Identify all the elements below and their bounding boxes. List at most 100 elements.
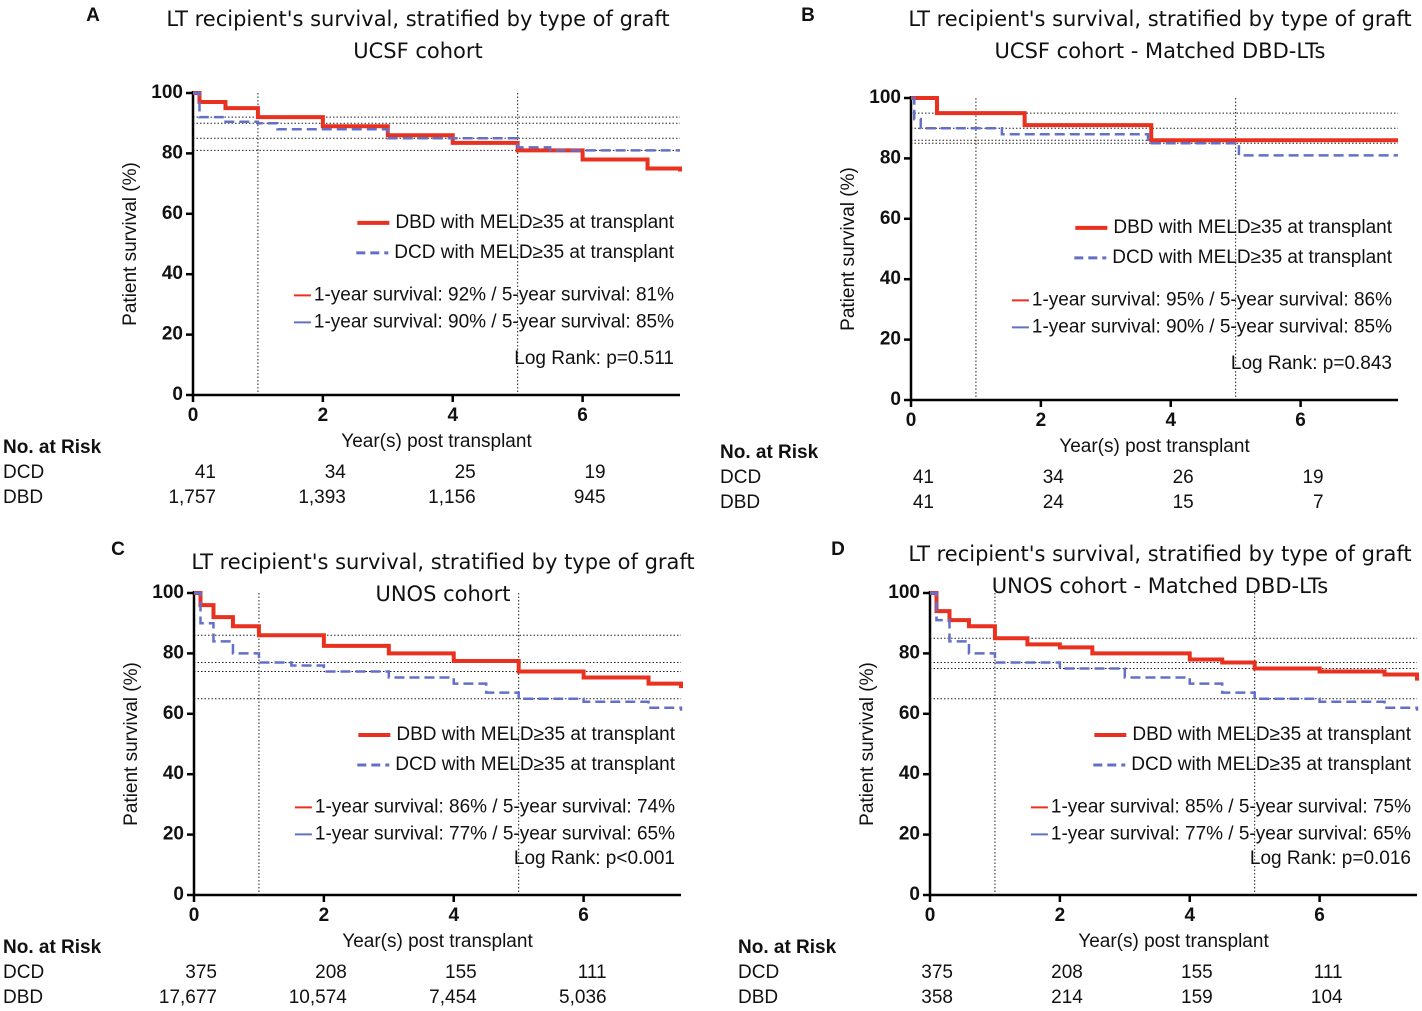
risk-count: 26 [1173, 467, 1194, 488]
panel-letter: C [111, 539, 125, 560]
y-tick-label: 0 [172, 384, 183, 405]
x-tick-label: 4 [1184, 905, 1195, 926]
survival-note: 1-year survival: 95% / 5-year survival: … [1032, 289, 1392, 310]
legend-entry: DCD with MELD≥35 at transplant [1131, 754, 1411, 775]
y-tick-label: 80 [163, 642, 184, 663]
x-tick-label: 6 [1295, 410, 1306, 431]
legend-entry: DBD with MELD≥35 at transplant [1113, 217, 1392, 238]
risk-count: 41 [195, 462, 216, 483]
y-tick-label: 60 [880, 208, 901, 229]
x-axis-label: Year(s) post transplant [1059, 436, 1250, 457]
risk-table-title: No. at Risk [738, 937, 837, 958]
x-tick-label: 0 [925, 905, 936, 926]
survival-note: 1-year survival: 90% / 5-year survival: … [1032, 316, 1392, 337]
risk-count: 5,036 [559, 987, 607, 1008]
y-tick-label: 0 [173, 884, 184, 905]
risk-count: 104 [1311, 987, 1343, 1008]
log-rank: Log Rank: p=0.016 [1250, 848, 1411, 869]
y-tick-label: 40 [163, 763, 184, 784]
chart-title: LT recipient's survival, stratified by t… [908, 7, 1411, 31]
risk-count: 10,574 [289, 987, 348, 1008]
risk-count: 17,677 [159, 987, 217, 1008]
y-tick-label: 40 [162, 263, 183, 284]
chart-title: LT recipient's survival, stratified by t… [908, 542, 1411, 566]
risk-count: 7 [1313, 492, 1324, 513]
risk-count: 375 [921, 962, 953, 983]
risk-count: 214 [1051, 987, 1083, 1008]
risk-count: 945 [574, 487, 606, 508]
y-tick-label: 20 [899, 824, 920, 845]
risk-count: 208 [315, 962, 347, 983]
y-tick-label: 0 [909, 884, 920, 905]
x-tick-label: 0 [906, 410, 917, 431]
y-tick-label: 40 [880, 268, 901, 289]
survival-curve [911, 96, 1398, 157]
risk-table-title: No. at Risk [3, 437, 102, 458]
survival-curve [930, 591, 1419, 711]
survival-curve [930, 591, 1419, 681]
risk-table-title: No. at Risk [720, 442, 819, 463]
y-tick-label: 20 [162, 324, 183, 345]
risk-count: 1,393 [298, 487, 346, 508]
risk-count: 24 [1043, 492, 1065, 513]
survival-curve [194, 591, 683, 689]
y-tick-label: 100 [888, 582, 920, 603]
survival-curve [193, 91, 682, 172]
risk-count: 1,156 [428, 487, 476, 508]
y-axis-label: Patient survival (%) [838, 167, 859, 331]
risk-count: 358 [921, 987, 953, 1008]
y-tick-label: 60 [163, 703, 184, 724]
risk-count: 159 [1181, 987, 1213, 1008]
x-tick-label: 2 [318, 405, 329, 426]
x-tick-label: 2 [319, 905, 330, 926]
risk-row-label: DCD [720, 467, 761, 488]
risk-count: 19 [1302, 467, 1323, 488]
x-tick-label: 6 [578, 905, 589, 926]
survival-note: 1-year survival: 92% / 5-year survival: … [314, 284, 674, 305]
y-tick-label: 100 [152, 582, 184, 603]
risk-table-title: No. at Risk [3, 937, 102, 958]
x-tick-label: 2 [1055, 905, 1066, 926]
legend-entry: DCD with MELD≥35 at transplant [394, 242, 674, 263]
panel-letter: A [86, 5, 100, 26]
survival-note: 1-year survival: 85% / 5-year survival: … [1051, 796, 1411, 817]
survival-note: 1-year survival: 77% / 5-year survival: … [1051, 823, 1411, 844]
y-tick-label: 80 [880, 147, 901, 168]
x-axis-label: Year(s) post transplant [1078, 931, 1269, 952]
x-axis-label: Year(s) post transplant [342, 931, 533, 952]
chart-title: LT recipient's survival, stratified by t… [166, 7, 669, 31]
risk-count: 1,757 [168, 487, 216, 508]
risk-count: 7,454 [429, 987, 477, 1008]
y-axis-label: Patient survival (%) [857, 662, 878, 826]
legend-entry: DCD with MELD≥35 at transplant [395, 754, 675, 775]
risk-count: 155 [1181, 962, 1213, 983]
survival-curve [193, 91, 680, 152]
risk-count: 41 [913, 492, 934, 513]
risk-count: 111 [578, 962, 607, 983]
risk-row-label: DBD [738, 987, 778, 1008]
x-tick-label: 0 [188, 405, 199, 426]
risk-count: 155 [445, 962, 477, 983]
x-tick-label: 6 [1314, 905, 1325, 926]
y-axis-label: Patient survival (%) [120, 162, 141, 326]
legend-entry: DBD with MELD≥35 at transplant [396, 724, 675, 745]
risk-row-label: DBD [3, 987, 43, 1008]
panel-letter: D [831, 539, 845, 560]
y-tick-label: 100 [869, 87, 901, 108]
y-axis-label: Patient survival (%) [121, 662, 142, 826]
risk-row-label: DCD [3, 962, 44, 983]
chart-title: LT recipient's survival, stratified by t… [191, 550, 694, 574]
risk-count: 111 [1314, 962, 1343, 983]
chart-subtitle: UCSF cohort [353, 39, 483, 63]
y-tick-label: 0 [890, 389, 901, 410]
panel-letter: B [801, 5, 815, 26]
x-tick-label: 4 [448, 905, 459, 926]
risk-count: 34 [325, 462, 347, 483]
risk-count: 15 [1173, 492, 1194, 513]
y-tick-label: 80 [162, 142, 183, 163]
log-rank: Log Rank: p=0.843 [1231, 353, 1392, 374]
survival-curve [194, 591, 683, 711]
y-tick-label: 20 [163, 824, 184, 845]
x-tick-label: 4 [447, 405, 458, 426]
